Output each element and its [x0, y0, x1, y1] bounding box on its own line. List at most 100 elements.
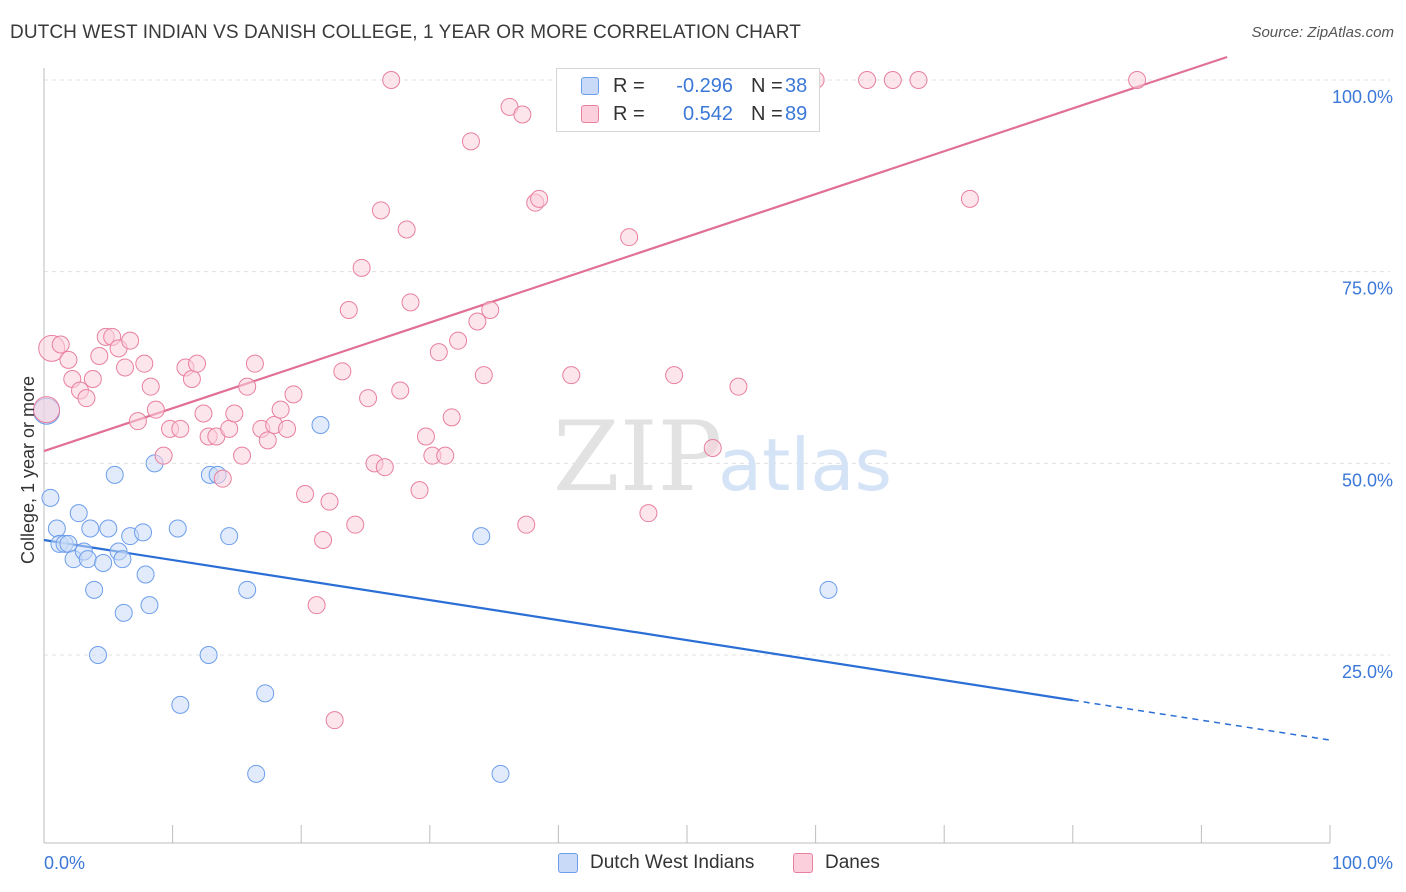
- point-dutch-west-indian: [171, 695, 190, 714]
- point-dane: [620, 228, 639, 247]
- point-dutch-west-indian: [41, 488, 60, 507]
- legend-r-label: R =: [613, 102, 645, 125]
- point-dutch-west-indian: [81, 519, 100, 538]
- watermark: ZIP atlas: [553, 401, 892, 513]
- point-dane: [382, 71, 401, 89]
- point-dutch-west-indian: [238, 580, 257, 599]
- point-dutch-west-indian: [247, 764, 266, 783]
- point-dane: [325, 711, 344, 730]
- watermark-zip: ZIP: [553, 401, 722, 513]
- point-dane: [530, 189, 549, 208]
- legend-n-value: 89: [785, 102, 808, 125]
- point-dane: [245, 354, 264, 373]
- point-dutch-west-indian: [140, 596, 159, 615]
- point-dane: [188, 354, 207, 373]
- point-dane: [449, 331, 468, 350]
- chart-title: DUTCH WEST INDIAN VS DANISH COLLEGE, 1 Y…: [10, 22, 801, 43]
- point-dutch-west-indian: [168, 519, 187, 538]
- point-dutch-west-indian: [47, 519, 66, 538]
- point-dane: [562, 366, 581, 385]
- point-dane: [314, 531, 333, 549]
- point-dutch-west-indian: [113, 550, 132, 569]
- point-dutch-west-indian: [105, 465, 124, 484]
- point-dane: [639, 504, 658, 523]
- point-dane: [333, 362, 352, 381]
- point-dane: [307, 596, 326, 615]
- point-dutch-west-indian: [78, 550, 97, 569]
- point-dane: [416, 427, 435, 446]
- point-dane: [883, 71, 902, 89]
- legend-n-label: N =: [751, 102, 783, 125]
- point-dane: [116, 358, 135, 377]
- legend-n-value: 38: [785, 74, 808, 97]
- point-dane: [729, 377, 748, 396]
- point-dane: [429, 343, 448, 362]
- point-dane: [182, 370, 201, 388]
- point-dane: [171, 419, 190, 438]
- point-dane: [284, 385, 303, 404]
- point-dutch-west-indian: [94, 554, 113, 572]
- gridlines: [44, 79, 1390, 656]
- bottom-legend-swatch-pink: [793, 853, 813, 873]
- point-dutch-west-indian: [220, 527, 239, 546]
- point-dane: [141, 377, 160, 396]
- point-dane: [461, 132, 480, 151]
- point-dane: [513, 105, 532, 124]
- point-dane: [474, 366, 493, 385]
- point-dane: [296, 485, 315, 503]
- point-dane: [401, 293, 420, 312]
- point-dane: [436, 446, 455, 465]
- point-dane: [320, 492, 339, 511]
- point-dutch-west-indian: [491, 764, 510, 783]
- legend-r-label: R =: [613, 74, 645, 97]
- point-dane: [213, 469, 232, 488]
- axes: [43, 68, 1331, 844]
- source-label: Source: ZipAtlas.com: [1251, 24, 1394, 41]
- point-dane: [858, 71, 877, 89]
- point-dutch-west-indian: [311, 416, 330, 434]
- point-dane: [154, 446, 173, 465]
- point-dane: [77, 389, 96, 408]
- legend-swatch-pink: [581, 105, 599, 123]
- point-dane: [375, 458, 394, 477]
- bottom-legend-swatch-blue: [558, 853, 578, 873]
- point-dane: [1128, 71, 1147, 89]
- trend-line-dutch-west-indians: [43, 538, 1073, 702]
- point-dane: [359, 389, 378, 408]
- point-dane: [271, 400, 290, 419]
- point-dutch-west-indian: [59, 534, 78, 553]
- y-axis-label: College, 1 year or more: [18, 376, 38, 564]
- point-dane: [371, 201, 390, 220]
- point-dane: [391, 381, 410, 400]
- point-dutch-west-indian: [99, 519, 118, 538]
- point-dane: [135, 354, 154, 373]
- point-dane: [238, 377, 257, 396]
- point-dutch-west-indian: [199, 646, 218, 664]
- point-dane: [442, 408, 461, 427]
- point-dane: [703, 439, 722, 457]
- trend-line-extension: [1072, 699, 1331, 741]
- y-tick-label: 75.0%: [1342, 279, 1393, 299]
- legend-n-label: N =: [751, 74, 783, 97]
- watermark-atlas: atlas: [718, 423, 892, 507]
- point-dane: [339, 301, 358, 319]
- point-dutch-west-indian: [136, 565, 155, 584]
- point-dane: [59, 350, 78, 369]
- point-dane: [90, 347, 109, 365]
- point-dane: [194, 404, 213, 423]
- point-dane: [468, 312, 487, 331]
- y-tick-label: 25.0%: [1342, 662, 1393, 682]
- data-points: [33, 71, 1147, 783]
- point-dane: [225, 404, 244, 423]
- legend-row-danes: R = 0.542 N = 89: [581, 102, 807, 126]
- bottom-legend-dutch-west-indians: Dutch West Indians: [558, 852, 754, 874]
- point-dane: [278, 419, 297, 438]
- point-dane: [51, 335, 70, 354]
- point-dutch-west-indian: [134, 523, 153, 542]
- point-dane: [517, 515, 536, 534]
- point-dutch-west-indian: [69, 504, 88, 523]
- point-dane: [83, 370, 102, 388]
- legend-r-value: -0.296: [676, 74, 733, 97]
- point-dutch-west-indian: [256, 684, 275, 703]
